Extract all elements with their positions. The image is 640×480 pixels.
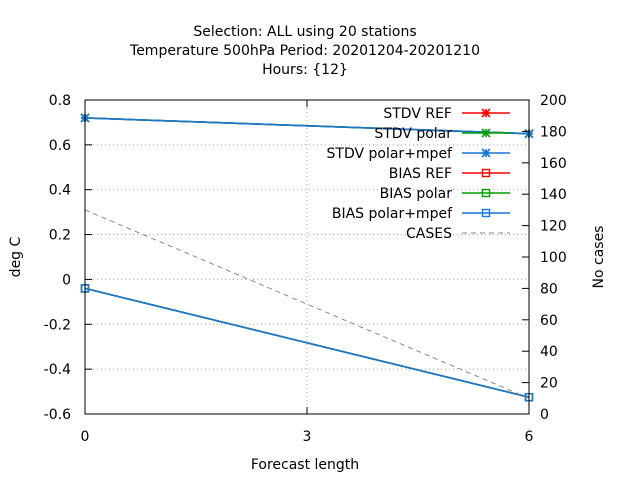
y2-tick-label: 200 xyxy=(540,93,567,109)
series-line-5 xyxy=(84,287,530,398)
y2-tick-label: 100 xyxy=(540,250,567,266)
y-axis-label: deg C xyxy=(8,236,24,277)
y2-tick-label: 0 xyxy=(540,407,549,423)
legend-label: BIAS REF xyxy=(389,166,452,182)
grid xyxy=(85,100,529,414)
legend-marker xyxy=(481,168,491,178)
y-tick-label: 0.2 xyxy=(49,228,71,244)
y-tick-label: -0.2 xyxy=(44,317,71,333)
x-tick-label: 6 xyxy=(525,429,534,445)
legend-label: STDV polar xyxy=(374,126,452,142)
x-axis-label: Forecast length xyxy=(251,457,359,473)
legend-marker xyxy=(481,128,491,138)
x-tick-label: 3 xyxy=(303,429,312,445)
legend-label: BIAS polar+mpef xyxy=(332,206,453,222)
title-line-3: Hours: {12} xyxy=(262,62,348,78)
legend-label: STDV polar+mpef xyxy=(327,146,454,162)
y-tick-label: 0.8 xyxy=(49,93,71,109)
y2-tick-label: 20 xyxy=(540,376,558,392)
y-tick-label: -0.6 xyxy=(44,407,71,423)
x-tick-label: 0 xyxy=(81,429,90,445)
series-line-2 xyxy=(84,117,530,135)
chart-title: Selection: ALL using 20 stations Tempera… xyxy=(129,24,480,78)
y2-tick-label: 80 xyxy=(540,281,558,297)
legend-label: STDV REF xyxy=(383,106,452,122)
legend-marker xyxy=(481,108,491,118)
y-tick-label: 0 xyxy=(62,272,71,288)
legend-marker xyxy=(481,208,491,218)
axes-ticks: -0.6-0.4-0.200.20.40.60.8020406080100120… xyxy=(44,93,567,445)
legend: STDV REF STDV polar STDV polar+mpef BIAS RE… xyxy=(327,106,510,242)
legend-label: CASES xyxy=(406,226,452,242)
y-tick-label: 0.4 xyxy=(49,183,71,199)
legend-marker xyxy=(481,188,491,198)
y2-tick-label: 140 xyxy=(540,187,567,203)
title-line-1: Selection: ALL using 20 stations xyxy=(193,24,416,40)
y-tick-label: 0.6 xyxy=(49,138,71,154)
y2-tick-label: 160 xyxy=(540,156,567,172)
y2-axis-label: No cases xyxy=(591,226,607,289)
title-line-2: Temperature 500hPa Period: 20201204-2020… xyxy=(129,43,480,59)
y2-tick-label: 180 xyxy=(540,124,567,140)
y-tick-label: -0.4 xyxy=(44,362,71,378)
y2-tick-label: 60 xyxy=(540,313,558,329)
legend-label: BIAS polar xyxy=(380,186,453,202)
y2-tick-label: 40 xyxy=(540,344,558,360)
y2-tick-label: 120 xyxy=(540,219,567,235)
legend-marker xyxy=(481,148,491,158)
